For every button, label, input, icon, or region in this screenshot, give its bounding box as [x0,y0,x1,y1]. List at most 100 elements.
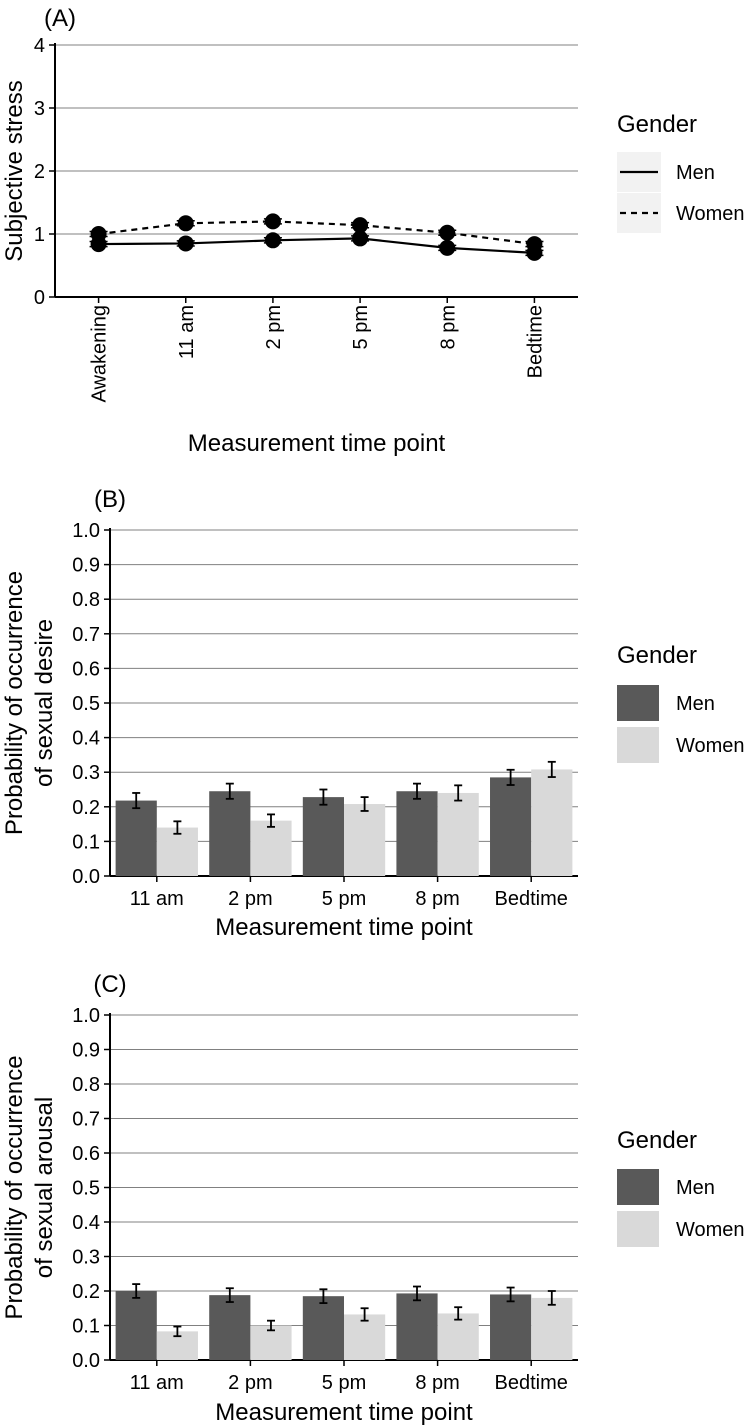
y-tick-label: 0.4 [72,1212,100,1234]
y-tick-label: 1 [34,224,45,246]
x-tick-label: 8 pm [415,1372,459,1394]
panel-b: (B) 0.0 0.1 0.2 0.3 0.4 0.5 0.6 0.7 0.8 0.9 1.0 11 a… [1,486,745,941]
panel-label: (C) [93,971,126,998]
x-tick-label: 2 pm [263,305,285,349]
y-tick-label: 0.4 [72,728,100,750]
y-tick-label: 0.1 [72,1316,100,1338]
bar-men [115,1291,157,1360]
x-tick-label: 2 pm [228,888,272,910]
bar-women [437,792,479,876]
y-tick-label: 0.5 [72,693,100,715]
x-tick-label: 8 pm [415,888,459,910]
bar-women [250,1325,292,1360]
legend-swatch [617,727,659,763]
data-point-men [177,235,194,252]
y-tick-label: 0.2 [72,797,100,819]
data-point-men [439,239,456,256]
y-tick-label: 0.6 [72,658,100,680]
bar-women [437,1313,479,1360]
y-tick-label: 0.7 [72,1109,100,1131]
y-tick-label: 0.8 [72,589,100,611]
bar-women [250,820,292,876]
bar-men [490,1294,532,1360]
data-point-women [439,224,456,241]
bar-women [344,804,386,876]
bar-men [302,1296,344,1360]
legend-label: Women [676,1219,745,1241]
x-tick-label: 11 am [130,888,184,910]
bar-women [531,1297,573,1360]
y-tick-label: 0.3 [72,762,100,784]
y-tick-label: 4 [34,35,45,57]
bar-men [209,791,251,876]
y-tick-label: 0.0 [72,866,100,888]
panel-label: (B) [94,486,126,513]
y-axis-title: Subjective stress [1,80,28,261]
legend-label: Men [676,1177,715,1199]
x-tick-label: Awakening [89,305,111,402]
y-tick-label: 0.1 [72,831,100,853]
y-axis-title: of sexual arousal [31,1097,58,1278]
x-tick-label: 5 pm [322,888,366,910]
bar-men [209,1295,251,1360]
bar-men [396,1293,438,1360]
legend-title: Gender [617,1127,697,1154]
x-tick-label: Bedtime [524,305,546,378]
y-tick-label: 0 [34,287,45,309]
x-tick-label: 5 pm [322,1372,366,1394]
data-point-men [264,232,281,249]
legend-swatch [617,685,659,721]
x-tick-label: Bedtime [495,888,568,910]
y-tick-label: 0.6 [72,1143,100,1165]
legend-swatch [617,1211,659,1247]
y-tick-label: 0.7 [72,624,100,646]
legend: Gender Men Women [617,111,745,233]
data-point-men [352,230,369,247]
data-point-women [526,236,543,253]
panel-c: (C) 0.0 0.1 0.2 0.3 0.4 0.5 0.6 0.7 0.8 0.9 1.0 11 a… [1,971,745,1426]
legend-swatch [617,1169,659,1205]
y-tick-label: 0.2 [72,1281,100,1303]
x-axis-title: Measurement time point [188,430,446,457]
bar-men [302,797,344,876]
y-axis-title: of sexual desire [31,619,58,787]
legend: Gender Men Women [617,1127,745,1247]
x-axis-title: Measurement time point [215,1399,473,1426]
bar-men [115,800,157,876]
x-tick-label: 2 pm [228,1372,272,1394]
y-tick-label: 0.3 [72,1247,100,1269]
x-tick-label: 8 pm [437,305,459,349]
y-tick-label: 0.5 [72,1178,100,1200]
x-tick-label: Bedtime [495,1372,568,1394]
legend-title: Gender [617,642,697,669]
data-point-women [90,226,107,242]
legend: Gender Men Women [617,642,745,763]
legend-label: Men [676,162,715,184]
y-axis-title: Probability of occurrence [1,571,28,835]
bar-women [531,769,573,876]
data-point-women [177,215,194,232]
panel-label: (A) [44,5,76,32]
x-tick-label: 5 pm [350,305,372,349]
x-axis-title: Measurement time point [215,914,473,941]
bar-women [344,1314,386,1360]
x-tick-label: 11 am [130,1372,184,1394]
bar-women [156,827,198,876]
y-tick-label: 1.0 [72,1005,100,1027]
bar-men [396,791,438,876]
data-point-women [264,213,281,230]
y-tick-label: 2 [34,161,45,183]
y-tick-label: 0.8 [72,1074,100,1096]
legend-label: Women [676,735,745,757]
legend-title: Gender [617,111,697,138]
y-tick-label: 0.9 [72,1040,100,1062]
data-point-women [352,217,369,234]
legend-label: Men [676,693,715,715]
y-tick-label: 1.0 [72,520,100,542]
y-tick-label: 0.9 [72,555,100,577]
bar-men [490,777,532,876]
series-line-women [98,220,535,246]
panel-a: (A) 0 1 2 3 4 Awakening 11 am 2 pm 5 pm 8 pm Bedtim… [1,5,745,457]
series-line-men [98,237,535,254]
